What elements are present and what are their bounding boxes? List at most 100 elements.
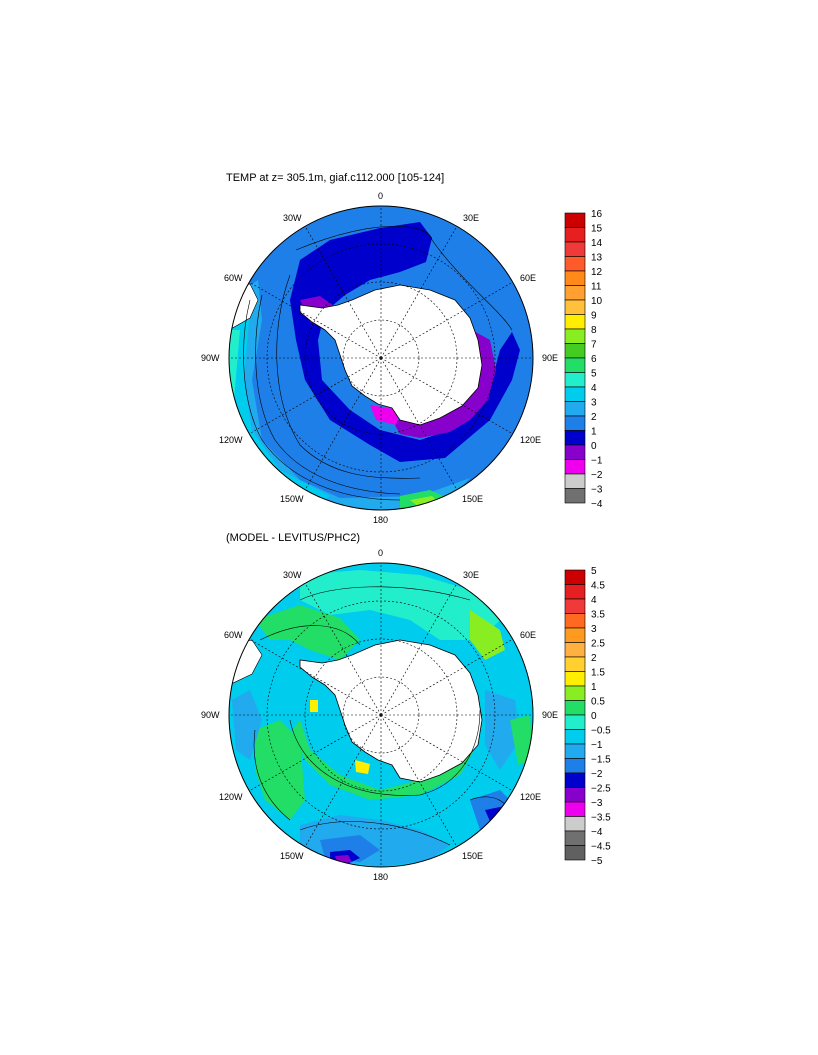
top-colorbar-swatch	[564, 343, 586, 359]
top-colorbar-tick-label: −4	[591, 499, 603, 510]
top-map	[228, 205, 534, 511]
bottom-colorbar-swatch	[564, 743, 586, 759]
top-colorbar-swatch	[564, 299, 586, 315]
bottom-colorbar-tick-label: 5	[591, 566, 597, 577]
bottom-lon-120e: 120E	[520, 792, 541, 802]
top-colorbar-tick-label: 4	[591, 383, 597, 394]
top-colorbar-tick-label: −1	[591, 456, 603, 467]
bottom-lon-0: 0	[378, 548, 383, 558]
top-lon-120e: 120E	[520, 435, 541, 445]
bottom-lon-30e: 30E	[463, 570, 479, 580]
bottom-colorbar-tick-label: −3	[591, 798, 603, 809]
bottom-green-yellow-3	[310, 700, 318, 712]
top-colorbar-tick-label: −3	[591, 485, 603, 496]
bottom-colorbar-tick-label: 0.5	[591, 697, 605, 708]
bottom-colorbar-swatch	[564, 685, 586, 701]
top-lon-60e: 60E	[520, 273, 536, 283]
bottom-colorbar-tick-label: −1	[591, 740, 603, 751]
top-colorbar-swatch	[564, 314, 586, 330]
bottom-green-west	[255, 605, 360, 660]
bottom-graticule	[229, 563, 533, 867]
bottom-colorbar-swatch	[564, 830, 586, 846]
top-map-border	[228, 205, 534, 511]
bottom-map-border	[228, 562, 534, 868]
bottom-colorbar-swatch	[564, 613, 586, 629]
top-colorbar-tick-label: 2	[591, 412, 597, 423]
top-colorbar-swatch	[564, 357, 586, 373]
bottom-colorbar-tick-label: 1	[591, 682, 597, 693]
bottom-colorbar-tick-label: 3	[591, 624, 597, 635]
top-colorbar-swatch	[564, 401, 586, 417]
bottom-lon-labels: 0 30E 60E 90E 120E 150E 180 150W 120W 90…	[201, 548, 558, 882]
bottom-colorbar-swatch	[564, 729, 586, 745]
bottom-colorbar-tick-label: −2.5	[591, 784, 611, 795]
top-colorbar-tick-label: 15	[591, 224, 603, 235]
bottom-colorbar-swatch	[564, 714, 586, 730]
bottom-blue-west	[232, 690, 262, 760]
bottom-colorbar-swatch	[564, 700, 586, 716]
top-lon-180: 180	[373, 515, 388, 525]
top-colorbar-swatch	[564, 328, 586, 344]
top-colorbar-tick-label: −2	[591, 470, 603, 481]
bottom-colorbar-swatch	[564, 758, 586, 774]
top-colorbar-swatch	[564, 270, 586, 286]
bottom-colorbar-swatch	[564, 787, 586, 803]
top-lon-90w: 90W	[201, 353, 220, 363]
bottom-lon-150e: 150E	[462, 851, 483, 861]
top-colorbar-tick-label: 3	[591, 398, 597, 409]
bottom-colorbar-tick-label: −5	[591, 856, 603, 867]
bottom-green-east	[470, 610, 505, 660]
bottom-lon-30w: 30W	[283, 570, 302, 580]
bottom-lon-120w: 120W	[219, 792, 243, 802]
top-colorbar-swatch	[564, 459, 586, 475]
bottom-colorbar-swatch	[564, 671, 586, 687]
top-shelf-east-2	[370, 405, 400, 425]
top-lon-60w: 60W	[224, 273, 243, 283]
top-colorbar-tick-label: 12	[591, 267, 603, 278]
bottom-colorbar-swatch	[564, 772, 586, 788]
bottom-colorbar-tick-label: 0	[591, 711, 597, 722]
bottom-colorbar: 5 4.5 4 3.5 3 2.5 2 1.5 1 0.5 0 −0.5 −1 −1.5 −2 −2.5 −3 −…	[564, 566, 611, 867]
top-lon-30w: 30W	[283, 213, 302, 223]
top-lon-150w: 150W	[280, 494, 304, 504]
bottom-colorbar-swatch	[564, 569, 586, 585]
top-colorbar-swatch	[564, 372, 586, 388]
bottom-lon-60w: 60W	[224, 630, 243, 640]
bottom-colorbar-tick-label: 2	[591, 653, 597, 664]
bottom-colorbar-swatch	[564, 656, 586, 672]
top-colorbar-tick-label: 5	[591, 369, 597, 380]
top-colorbar-swatch	[564, 415, 586, 431]
bottom-colorbar-tick-label: −3.5	[591, 813, 611, 824]
bottom-colorbar-tick-label: 4.5	[591, 581, 605, 592]
top-colorbar-swatch	[564, 444, 586, 460]
top-colorbar-tick-label: 8	[591, 325, 597, 336]
bottom-panel-title: (MODEL - LEVITUS/PHC2)	[226, 532, 360, 544]
bottom-colorbar-swatch	[564, 845, 586, 861]
bottom-blue-east	[485, 690, 520, 770]
bottom-map	[228, 562, 534, 868]
top-colorbar-swatch	[564, 473, 586, 489]
top-colorbar-tick-label: 6	[591, 354, 597, 365]
top-colorbar-swatch	[564, 256, 586, 272]
top-lon-30e: 30E	[463, 213, 479, 223]
top-colorbar-tick-label: 1	[591, 427, 597, 438]
bottom-colorbar-tick-label: 1.5	[591, 668, 605, 679]
bottom-colorbar-swatch	[564, 642, 586, 658]
top-colorbar-tick-label: 9	[591, 311, 597, 322]
top-graticule	[229, 206, 533, 510]
bottom-colorbar-tick-label: 3.5	[591, 610, 605, 621]
bottom-colorbar-tick-label: 2.5	[591, 639, 605, 650]
top-colorbar-swatch	[564, 241, 586, 257]
bottom-lon-60e: 60E	[520, 630, 536, 640]
top-panel-title: TEMP at z= 305.1m, giaf.c112.000 [105-12…	[226, 172, 444, 184]
bottom-colorbar-swatch	[564, 584, 586, 600]
top-lon-90e: 90E	[542, 353, 558, 363]
bottom-lon-90e: 90E	[542, 710, 558, 720]
bottom-colorbar-swatch	[564, 627, 586, 643]
bottom-lon-150w: 150W	[280, 851, 304, 861]
top-lon-120w: 120W	[219, 435, 243, 445]
top-colorbar-tick-label: 0	[591, 441, 597, 452]
top-lon-labels: 0 30E 60E 90E 120E 150E 180 150W 120W 90…	[201, 191, 558, 525]
bottom-colorbar-swatch	[564, 801, 586, 817]
